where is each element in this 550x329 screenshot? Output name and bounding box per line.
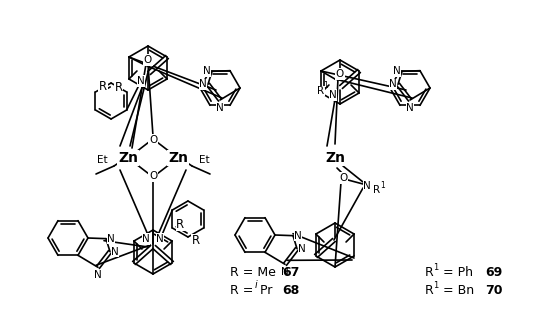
Text: Pr: Pr	[260, 284, 276, 296]
Text: i: i	[255, 280, 258, 290]
Text: N: N	[389, 79, 397, 89]
Text: N: N	[156, 234, 164, 244]
Text: 69: 69	[485, 266, 502, 279]
Text: Zn: Zn	[118, 151, 138, 165]
Text: R: R	[192, 235, 200, 247]
Text: Et: Et	[199, 155, 210, 165]
Text: Zn: Zn	[168, 151, 188, 165]
Text: O: O	[149, 171, 157, 181]
Text: Zn: Zn	[325, 151, 345, 165]
Text: N: N	[393, 66, 401, 76]
Text: 67: 67	[282, 266, 299, 279]
Text: N: N	[94, 270, 102, 280]
Text: R: R	[425, 266, 434, 279]
Text: 1: 1	[324, 82, 328, 90]
Text: R: R	[425, 284, 434, 296]
Text: N: N	[203, 66, 211, 76]
Text: N: N	[111, 247, 119, 257]
Text: R: R	[317, 86, 324, 96]
Text: N: N	[199, 79, 207, 89]
Text: N: N	[137, 76, 145, 86]
Text: O: O	[336, 69, 344, 79]
Text: R: R	[177, 217, 184, 231]
Text: N: N	[406, 103, 414, 113]
Text: 68: 68	[282, 284, 299, 296]
Text: = Bn: = Bn	[439, 284, 478, 296]
Text: O: O	[144, 55, 152, 65]
Text: N: N	[294, 231, 302, 240]
Text: 1: 1	[381, 181, 386, 190]
Text: R: R	[114, 82, 123, 94]
Text: 1: 1	[433, 281, 438, 290]
Text: = Ph: = Ph	[439, 266, 477, 279]
Text: 1: 1	[433, 263, 438, 271]
Text: O: O	[339, 173, 347, 183]
Text: R: R	[373, 185, 381, 195]
Text: R = Me: R = Me	[230, 266, 280, 279]
Text: O: O	[149, 135, 157, 145]
Text: 70: 70	[485, 284, 503, 296]
Text: N: N	[281, 267, 289, 277]
Text: N: N	[329, 90, 337, 100]
Text: R =: R =	[230, 284, 257, 296]
Text: N: N	[216, 103, 224, 113]
Text: Et: Et	[97, 155, 107, 165]
Text: N: N	[363, 181, 371, 191]
Text: N: N	[142, 234, 150, 244]
Text: N: N	[107, 234, 115, 244]
Text: R: R	[99, 81, 107, 93]
Text: N: N	[298, 244, 306, 254]
